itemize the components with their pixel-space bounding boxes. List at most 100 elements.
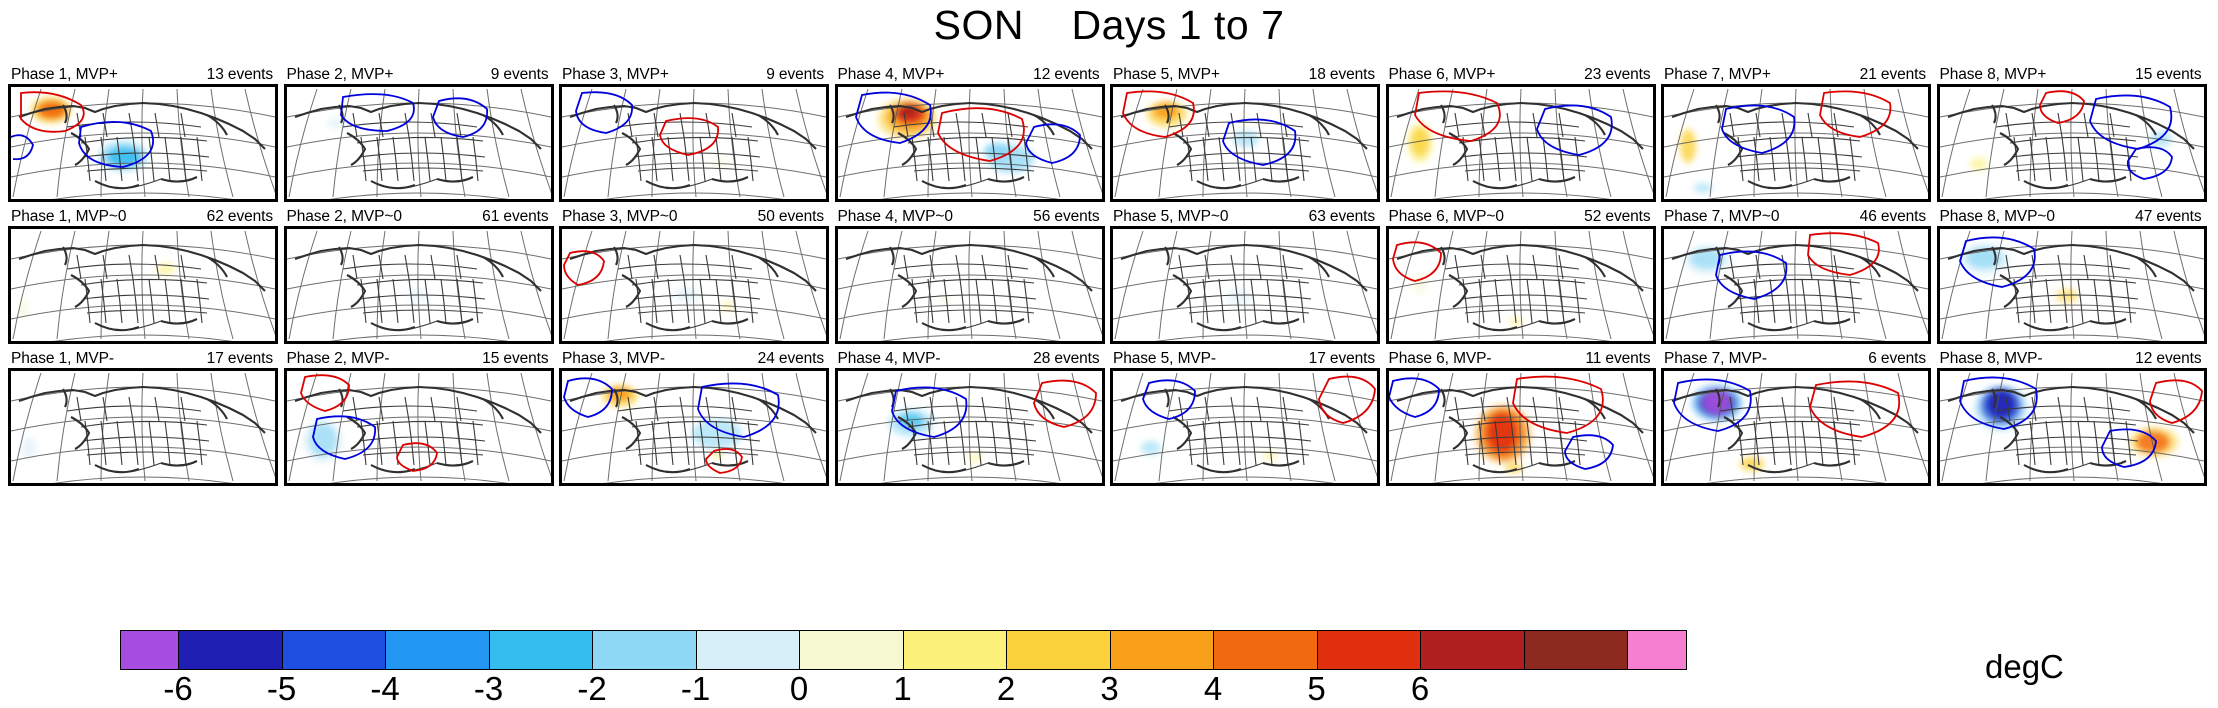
map-canvas[interactable] [283, 226, 554, 344]
map-panel[interactable]: Phase 5, MVP~0 63 events [1110, 208, 1380, 344]
panel-title: Phase 5, MVP- 17 events [1110, 350, 1378, 368]
colorbar-swatch [282, 631, 386, 669]
panel-label: Phase 1, MVP- [11, 350, 114, 367]
map-canvas[interactable] [1110, 368, 1380, 486]
map-panel[interactable]: Phase 4, MVP+ 12 events [834, 66, 1105, 202]
panel-title: Phase 5, MVP+ 18 events [1110, 66, 1378, 84]
map-canvas[interactable] [1385, 84, 1656, 202]
map-canvas[interactable] [283, 368, 554, 486]
panel-title: Phase 6, MVP~0 52 events [1386, 208, 1654, 226]
panel-event-count: 17 events [206, 350, 273, 367]
panel-event-count: 15 events [2135, 66, 2202, 83]
panel-title: Phase 7, MVP- 6 events [1661, 350, 1929, 368]
panel-label: Phase 6, MVP~0 [1388, 208, 1504, 225]
panel-label: Phase 2, MVP+ [286, 66, 394, 83]
map-canvas[interactable] [834, 226, 1105, 344]
map-panel[interactable]: Phase 2, MVP+ 9 events [283, 66, 554, 202]
panel-title: Phase 3, MVP- 24 events [559, 350, 827, 368]
map-canvas[interactable] [834, 84, 1105, 202]
panel-title: Phase 1, MVP+ 13 events [8, 66, 276, 84]
map-panel[interactable]: Phase 1, MVP- 17 events [8, 350, 278, 486]
map-panel[interactable]: Phase 8, MVP~0 47 events [1936, 208, 2207, 344]
map-canvas[interactable] [1385, 226, 1656, 344]
map-canvas[interactable] [834, 368, 1105, 486]
panel-event-count: 24 events [757, 350, 824, 367]
colorbar-tick: -6 [163, 670, 193, 707]
map-canvas[interactable] [1661, 368, 1931, 486]
map-canvas[interactable] [559, 368, 829, 486]
panel-label: Phase 4, MVP~0 [837, 208, 953, 225]
map-panel[interactable]: Phase 2, MVP- 15 events [283, 350, 554, 486]
panel-title: Phase 7, MVP~0 46 events [1661, 208, 1929, 226]
panel-title: Phase 2, MVP~0 61 events [284, 208, 552, 226]
map-panel[interactable]: Phase 8, MVP+ 15 events [1936, 66, 2207, 202]
map-panel[interactable]: Phase 3, MVP+ 9 events [559, 66, 829, 202]
panel-event-count: 12 events [1033, 66, 1100, 83]
colorbar-swatch [1524, 631, 1628, 669]
colorbar-tick: 2 [996, 670, 1016, 707]
panel-label: Phase 3, MVP~0 [562, 208, 678, 225]
panel-title: Phase 4, MVP+ 12 events [835, 66, 1103, 84]
panel-label: Phase 4, MVP+ [837, 66, 945, 83]
colorbar-tick: 0 [789, 670, 809, 707]
panel-label: Phase 5, MVP~0 [1113, 208, 1229, 225]
map-panel[interactable]: Phase 2, MVP~0 61 events [283, 208, 554, 344]
map-canvas[interactable] [1110, 226, 1380, 344]
panel-label: Phase 7, MVP+ [1664, 66, 1771, 83]
map-canvas[interactable] [1661, 226, 1931, 344]
map-panel[interactable]: Phase 3, MVP~0 50 events [559, 208, 829, 344]
map-panel[interactable]: Phase 1, MVP~0 62 events [8, 208, 278, 344]
map-canvas[interactable] [1936, 84, 2207, 202]
map-panel[interactable]: Phase 7, MVP- 6 events [1661, 350, 1931, 486]
map-canvas[interactable] [1110, 84, 1380, 202]
colorbar-swatch [1110, 631, 1214, 669]
map-panel[interactable]: Phase 6, MVP~0 52 events [1385, 208, 1656, 344]
panel-event-count: 47 events [2135, 208, 2202, 225]
map-panel[interactable]: Phase 7, MVP+ 21 events [1661, 66, 1931, 202]
map-panel[interactable]: Phase 6, MVP+ 23 events [1385, 66, 1656, 202]
panel-title: Phase 8, MVP- 12 events [1937, 350, 2205, 368]
map-canvas[interactable] [559, 226, 829, 344]
map-panel[interactable]: Phase 7, MVP~0 46 events [1661, 208, 1931, 344]
panel-event-count: 12 events [2135, 350, 2202, 367]
panel-title: Phase 1, MVP- 17 events [8, 350, 276, 368]
panel-title: Phase 2, MVP+ 9 events [284, 66, 552, 84]
map-canvas[interactable] [1936, 368, 2207, 486]
map-canvas[interactable] [559, 84, 829, 202]
map-panel[interactable]: Phase 1, MVP+ 13 events [8, 66, 278, 202]
colorbar-swatch [386, 631, 490, 669]
colorbar-section: -6 -5 -4 -3 -2 -1 0 1 2 3 4 5 6 degC [0, 630, 2218, 708]
map-panel[interactable]: Phase 3, MVP- 24 events [559, 350, 829, 486]
map-panel[interactable]: Phase 4, MVP- 28 events [834, 350, 1105, 486]
map-canvas[interactable] [1385, 368, 1656, 486]
colorbar-tick: -1 [680, 670, 711, 707]
map-canvas[interactable] [8, 368, 278, 486]
panel-title: Phase 5, MVP~0 63 events [1110, 208, 1378, 226]
panel-event-count: 11 events [1585, 350, 1651, 367]
colorbar-swatch [1214, 631, 1318, 669]
map-canvas[interactable] [1661, 84, 1931, 202]
map-panel[interactable]: Phase 4, MVP~0 56 events [834, 208, 1105, 344]
panel-label: Phase 8, MVP~0 [1939, 208, 2055, 225]
panel-label: Phase 6, MVP- [1388, 350, 1492, 367]
map-panel[interactable]: Phase 5, MVP- 17 events [1110, 350, 1380, 486]
panel-event-count: 6 events [1868, 350, 1926, 367]
map-canvas[interactable] [8, 226, 278, 344]
colorbar-tick: -5 [266, 670, 297, 707]
map-panel[interactable]: Phase 8, MVP- 12 events [1936, 350, 2207, 486]
panel-label: Phase 2, MVP- [286, 350, 390, 367]
colorbar-tick: 3 [1100, 670, 1119, 707]
panel-title: Phase 4, MVP- 28 events [835, 350, 1103, 368]
panel-event-count: 15 events [482, 350, 549, 367]
colorbar-swatch [903, 631, 1007, 669]
map-panel[interactable]: Phase 5, MVP+ 18 events [1110, 66, 1380, 202]
map-canvas[interactable] [8, 84, 278, 202]
map-canvas[interactable] [283, 84, 554, 202]
map-panel[interactable]: Phase 6, MVP- 11 events [1385, 350, 1656, 486]
panel-event-count: 17 events [1308, 350, 1375, 367]
colorbar-swatch [179, 631, 283, 669]
panel-event-count: 13 events [206, 66, 273, 83]
panel-row-1: Phase 1, MVP+ 13 events Phase 2, MVP+ 9 eve… [8, 66, 2210, 202]
map-canvas[interactable] [1936, 226, 2207, 344]
panel-label: Phase 7, MVP~0 [1664, 208, 1780, 225]
